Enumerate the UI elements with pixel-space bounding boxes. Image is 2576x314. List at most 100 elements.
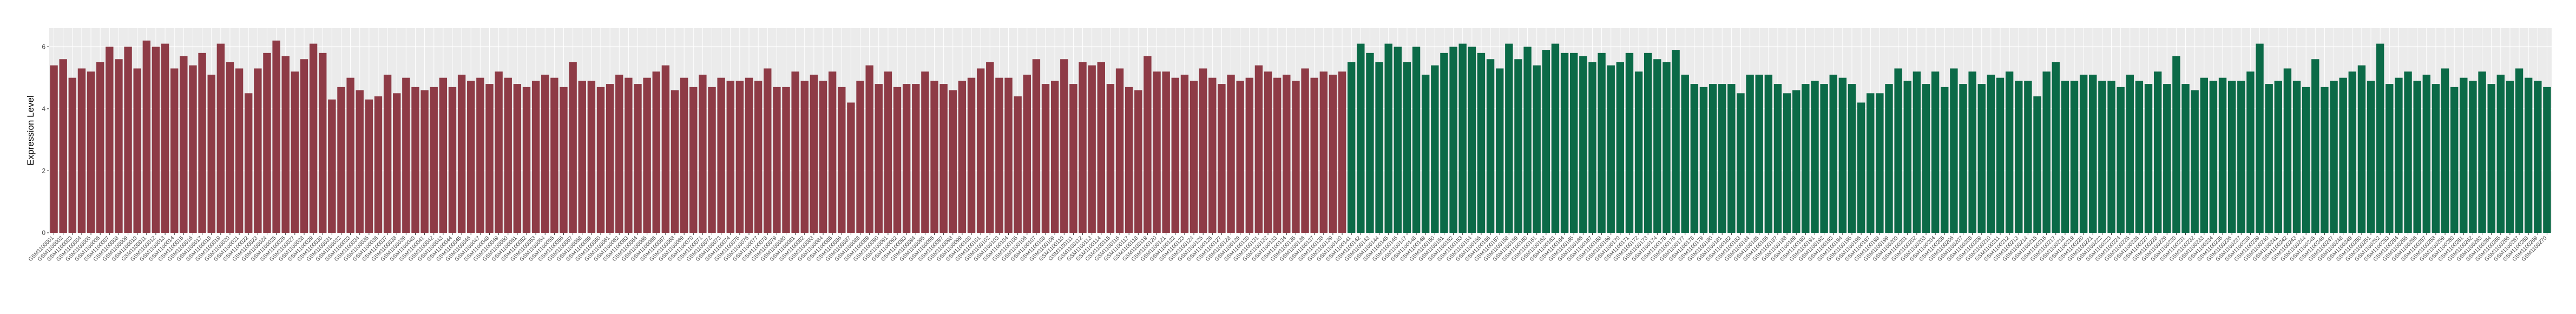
bar [1746,74,1754,233]
bar [1913,71,1921,233]
bar [587,81,596,233]
bar [1941,87,1949,233]
bar [1023,74,1031,233]
bar [2292,81,2301,233]
bar [1153,71,1161,233]
bar [1542,50,1550,233]
bar [1283,74,1291,233]
bar [1876,93,1884,233]
bar [699,74,707,233]
bar [1802,84,1810,233]
bar [1422,74,1430,233]
bar [1384,43,1392,233]
bar [2126,74,2134,233]
bar [958,81,967,233]
bar [1403,62,1411,233]
bar [2237,81,2245,233]
bar [2496,74,2505,233]
bar [949,90,957,233]
bar [1996,77,2005,233]
bar [2543,87,2551,233]
bar [254,68,262,233]
bar [1264,71,1272,233]
bar [1894,68,1902,233]
bar [1162,71,1170,233]
bar [2172,56,2180,233]
bar [402,77,410,233]
bar [1357,43,1365,233]
bar [1347,62,1356,233]
bar [1551,43,1560,233]
bar [569,62,577,233]
bar [59,59,67,233]
bar [2246,71,2255,233]
bar [216,43,225,233]
bar [161,43,169,233]
y-tick-label: 6 [42,43,45,50]
bar [1708,84,1717,233]
bar [504,77,512,233]
bar [319,53,327,233]
bar [2135,81,2144,233]
bar [2422,74,2430,233]
bar [1764,74,1773,233]
bar [235,68,244,233]
bar [393,93,401,233]
bar [893,87,902,233]
bar [1699,87,1708,233]
bar [1060,59,1068,233]
bar [2153,71,2162,233]
bar [420,90,429,233]
bar [328,99,336,233]
bar [226,62,234,233]
bar [2534,81,2542,233]
bar [485,84,494,233]
bar [2487,84,2495,233]
bar [1773,84,1782,233]
bar [2283,68,2292,233]
bar [2330,81,2338,233]
bar [467,81,475,233]
bar [291,71,299,233]
bar [2107,81,2115,233]
bar [1968,71,1976,233]
bar [1310,77,1318,233]
bar [2274,81,2282,233]
bar [1375,62,1383,233]
bar [124,47,132,233]
bar [2144,84,2153,233]
bar [1634,71,1643,233]
bar [1625,53,1634,233]
bar [1477,53,1486,233]
bar [2098,81,2106,233]
bar [346,77,354,233]
bar [1208,77,1217,233]
bar [1931,71,1940,233]
bar [106,47,114,233]
bar [560,87,568,233]
bar [800,81,809,233]
bar [1690,84,1699,233]
bar [356,90,364,233]
bar [1607,65,1615,233]
bar [976,68,985,233]
bar [828,71,837,233]
bar [1737,93,1745,233]
bar [1727,84,1736,233]
bar [2052,62,2060,233]
bar [1755,74,1763,233]
bar [2515,68,2524,233]
bar [634,84,642,233]
bar [1820,84,1828,233]
bar [1857,102,1865,233]
bar [1514,59,1522,233]
bar [77,68,86,233]
bar [2015,81,2023,233]
bar [1644,53,1652,233]
bar [2265,84,2273,233]
bar [383,74,392,233]
bar [495,71,503,233]
bar [550,77,558,233]
bar [541,74,549,233]
bar [1449,47,1457,233]
